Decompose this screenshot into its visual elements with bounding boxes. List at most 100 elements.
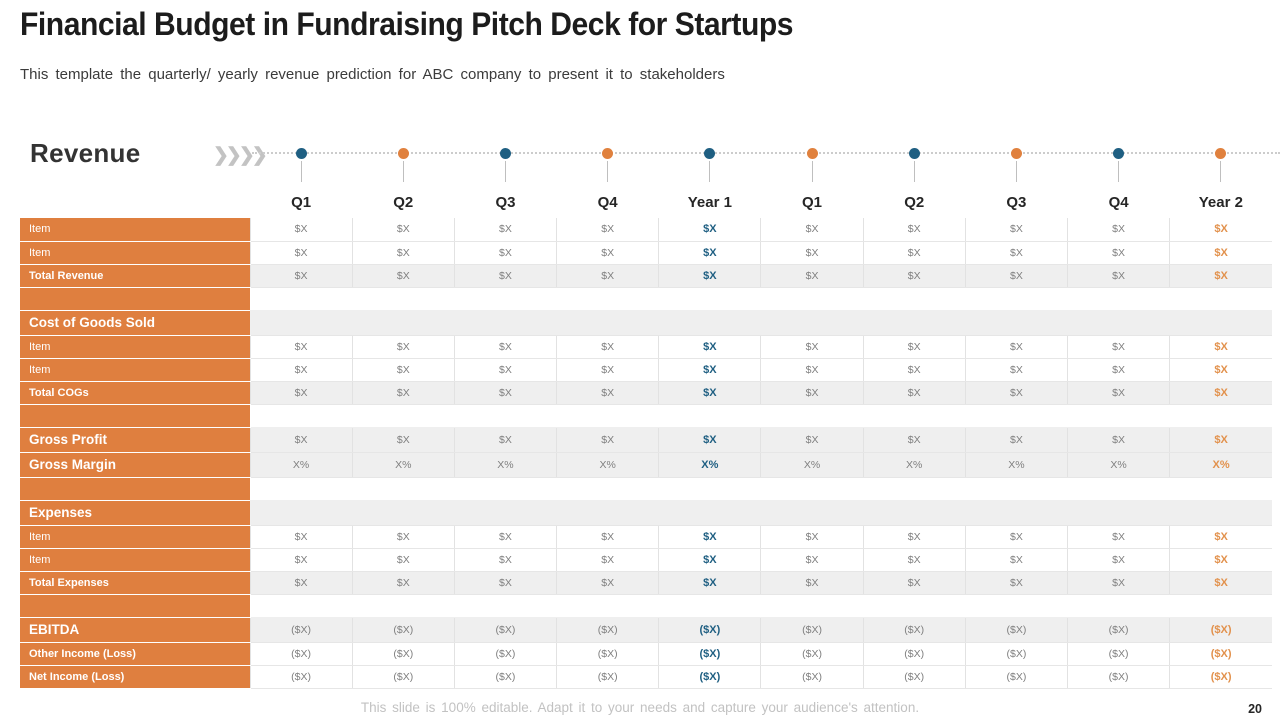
timeline-dot-cell bbox=[965, 147, 1067, 187]
table-cell: $X bbox=[556, 525, 659, 549]
table-cell: ($X) bbox=[862, 642, 966, 666]
table-cell: $X bbox=[1066, 381, 1170, 405]
table-cell: $X bbox=[1066, 241, 1170, 265]
timeline-dot-icon bbox=[908, 148, 920, 159]
table-cell: ($X) bbox=[556, 617, 659, 643]
table-cell: $X bbox=[658, 264, 761, 288]
table-cell: $X bbox=[556, 358, 659, 382]
table-cell: ($X) bbox=[1169, 642, 1272, 666]
table-cell: $X bbox=[249, 241, 353, 265]
table-cell: $X bbox=[1066, 427, 1170, 453]
column-header: Q1 bbox=[802, 194, 823, 211]
table-cell: $X bbox=[1169, 358, 1272, 382]
table-cell: $X bbox=[964, 525, 1068, 549]
table-cell: $X bbox=[760, 381, 864, 405]
table-cell: ($X) bbox=[658, 617, 761, 643]
table-cell: $X bbox=[1066, 525, 1170, 549]
table-cell: X% bbox=[862, 452, 966, 478]
row-label: Item bbox=[20, 358, 250, 382]
table-cell: $X bbox=[556, 381, 659, 405]
timeline-dot-stem bbox=[1015, 161, 1017, 182]
table-cell: ($X) bbox=[1169, 617, 1272, 643]
table-cell: $X bbox=[556, 241, 659, 265]
row-label: Total Expenses bbox=[20, 571, 250, 595]
revenue-section-heading: Revenue bbox=[30, 138, 141, 168]
table-fill-cell bbox=[250, 477, 1272, 501]
table-cell: $X bbox=[760, 548, 864, 572]
timeline-dot-icon bbox=[1010, 148, 1022, 159]
column-header: Q2 bbox=[393, 194, 414, 211]
timeline-dot-cell bbox=[659, 147, 761, 187]
column-header: Q3 bbox=[495, 194, 516, 211]
table-cell: $X bbox=[249, 335, 353, 359]
table-cell: $X bbox=[453, 358, 557, 382]
column-header: Year 1 bbox=[687, 194, 732, 211]
row-label: Cost of Goods Sold bbox=[20, 310, 250, 336]
table-cell: ($X) bbox=[249, 642, 353, 666]
table-cell: $X bbox=[1066, 264, 1170, 288]
table-cell: $X bbox=[1169, 335, 1272, 359]
footer-note: This slide is 100% editable. Adapt it to… bbox=[360, 700, 920, 715]
table-cell: ($X) bbox=[964, 617, 1068, 643]
table-cell: $X bbox=[862, 218, 966, 242]
table-cell: ($X) bbox=[1066, 665, 1170, 689]
timeline-dot-stem bbox=[913, 161, 915, 182]
table-cell: $X bbox=[351, 525, 455, 549]
table-cell: $X bbox=[658, 571, 761, 595]
timeline-dot-stem bbox=[504, 161, 506, 182]
table-cell: ($X) bbox=[1066, 642, 1170, 666]
table-cell: $X bbox=[862, 335, 966, 359]
row-label: Gross Profit bbox=[20, 427, 250, 453]
table-row: Total COGs $X $X $X $X $X $X $X $X $X $X bbox=[20, 381, 1272, 405]
table-cell: $X bbox=[1169, 427, 1272, 453]
table-cell: $X bbox=[862, 571, 966, 595]
table-cell: $X bbox=[964, 335, 1068, 359]
timeline-dot-stem bbox=[1118, 161, 1120, 182]
table-cell: ($X) bbox=[453, 665, 557, 689]
chevron-right-icon: ❯❯❯❯ bbox=[213, 145, 268, 166]
table-cell: $X bbox=[351, 335, 455, 359]
table-fill-cell bbox=[250, 310, 1272, 336]
row-label: Other Income (Loss) bbox=[20, 642, 250, 666]
timeline-dot-cell bbox=[454, 147, 556, 187]
table-cell: ($X) bbox=[964, 665, 1068, 689]
table-cell: $X bbox=[351, 427, 455, 453]
row-label bbox=[20, 477, 250, 501]
budget-table: Q1 Q2 Q3 Q4 Year 1 Q1 Q2 Q3 Q4 Year 2 Item $X $X $X $… bbox=[20, 188, 1272, 689]
table-cell: $X bbox=[1169, 571, 1272, 595]
table-cell: $X bbox=[964, 427, 1068, 453]
table-cell: $X bbox=[760, 218, 864, 242]
timeline-dot-icon bbox=[806, 148, 818, 159]
table-cell: $X bbox=[556, 427, 659, 453]
page-title: Financial Budget in Fundraising Pitch De… bbox=[20, 6, 794, 42]
table-cell: $X bbox=[1169, 264, 1272, 288]
row-label bbox=[20, 287, 250, 311]
table-fill-cell bbox=[250, 500, 1272, 526]
table-cell: $X bbox=[351, 548, 455, 572]
row-label: Item bbox=[20, 548, 250, 572]
table-cell: $X bbox=[862, 241, 966, 265]
table-row: Item $X $X $X $X $X $X $X $X $X $X bbox=[20, 335, 1272, 359]
table-cell: $X bbox=[658, 548, 761, 572]
table-cell: ($X) bbox=[760, 665, 864, 689]
timeline-dot-stem bbox=[811, 161, 813, 182]
table-cell: $X bbox=[1066, 358, 1170, 382]
table-cell: X% bbox=[556, 452, 659, 478]
table-cell: $X bbox=[658, 241, 761, 265]
table-cell: $X bbox=[760, 525, 864, 549]
table-cell: X% bbox=[351, 452, 455, 478]
table-row: Cost of Goods Sold bbox=[20, 310, 1272, 336]
table-row: Gross Profit $X $X $X $X $X $X $X $X $X $X bbox=[20, 427, 1272, 453]
table-cell: $X bbox=[351, 241, 455, 265]
timeline-dot-stem bbox=[709, 161, 711, 182]
table-cell: $X bbox=[862, 548, 966, 572]
timeline-dot-cell bbox=[863, 147, 965, 187]
row-label: Total COGs bbox=[20, 381, 250, 405]
table-cell: $X bbox=[351, 358, 455, 382]
table-cell: $X bbox=[964, 358, 1068, 382]
table-cell: $X bbox=[556, 218, 659, 242]
table-row bbox=[20, 287, 1272, 311]
timeline-dot-stem bbox=[402, 161, 404, 182]
table-cell: $X bbox=[1169, 525, 1272, 549]
column-header: Q3 bbox=[1006, 194, 1027, 211]
